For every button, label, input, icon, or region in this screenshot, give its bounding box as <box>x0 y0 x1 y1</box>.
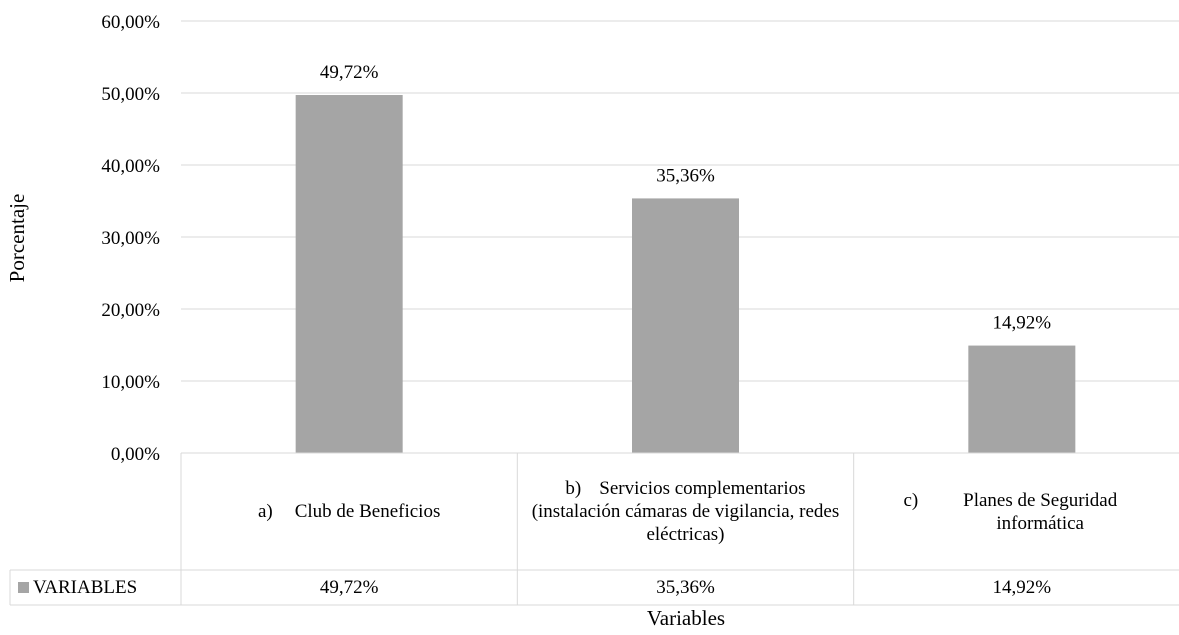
y-tick-label: 40,00% <box>101 156 160 177</box>
x-axis-label: Variables <box>647 606 725 630</box>
bar <box>295 95 403 454</box>
y-axis-label: Porcentaje <box>5 194 29 283</box>
y-tick-label: 30,00% <box>101 228 160 249</box>
data-table-grid <box>9 452 1179 606</box>
y-tick-label: 10,00% <box>101 372 160 393</box>
bar-data-label: 35,36% <box>656 165 715 186</box>
bar <box>632 198 739 453</box>
category-label-cell: c) Planes de Seguridad informática <box>854 453 1179 570</box>
category-label: a) Club de Beneficios <box>258 500 440 523</box>
category-marker: a) <box>257 501 273 522</box>
category-label-cell: b) Servicios complementarios (instalación… <box>517 453 853 570</box>
legend-label: VARIABLES <box>33 576 138 598</box>
bar <box>968 345 1076 453</box>
category-marker: b) <box>565 478 582 499</box>
bar-data-label: 14,92% <box>993 313 1052 334</box>
y-tick-label: 0,00% <box>111 444 160 465</box>
category-label: b) Servicios complementarios (instalación… <box>531 477 840 546</box>
category-text: Servicios complementarios (instalación c… <box>531 478 840 545</box>
legend-swatch <box>18 582 29 593</box>
category-text: Planes de Seguridad informática <box>963 489 1118 534</box>
y-tick-labels: 0,00% 10,00% 20,00% 30,00% 40,00% 50,00% 60,00… <box>101 12 160 465</box>
y-tick-label: 50,00% <box>101 84 160 105</box>
bars <box>295 95 1076 454</box>
category-label-cell: a) Club de Beneficios <box>181 453 517 570</box>
y-tick-label: 60,00% <box>101 12 160 33</box>
y-tick-label: 20,00% <box>101 300 160 321</box>
category-label: c) Planes de Seguridad informática <box>903 489 1140 535</box>
bar-data-labels: 49,72% 35,36% 14,92% <box>320 62 1051 334</box>
legend-entry: VARIABLES <box>10 570 181 605</box>
table-value-cell: 49,72% <box>319 576 379 598</box>
category-marker: c) <box>903 489 919 511</box>
table-value-cell: 14,92% <box>992 576 1052 598</box>
bar-data-label: 49,72% <box>320 62 379 83</box>
category-text: Club de Beneficios <box>294 501 441 522</box>
table-value-cell: 35,36% <box>656 576 715 598</box>
